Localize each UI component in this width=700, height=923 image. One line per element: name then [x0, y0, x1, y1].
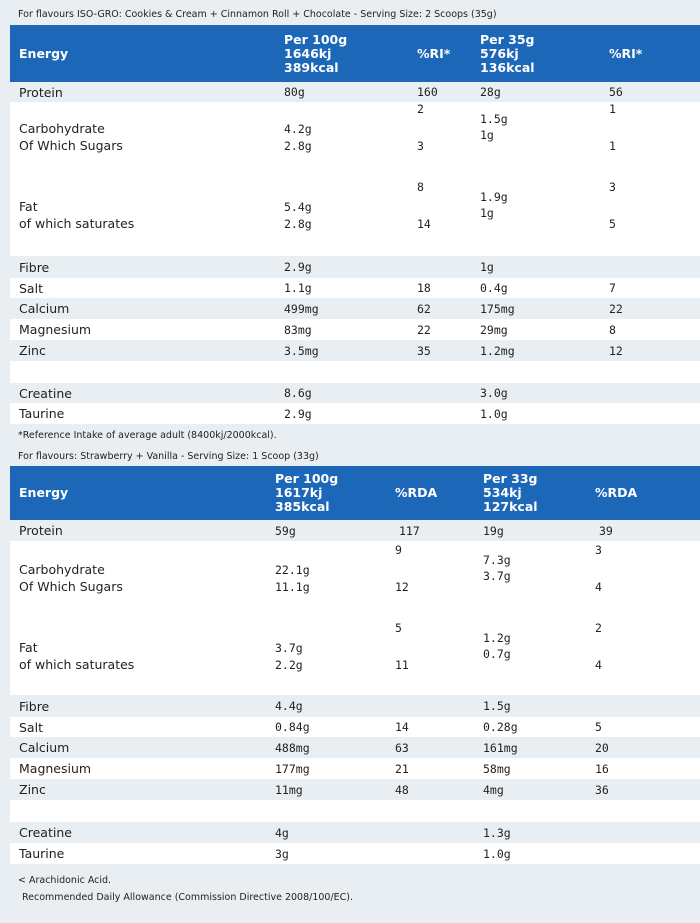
table2-footnote-rda: Recommended Daily Allowance (Commission …: [22, 892, 354, 903]
spacer-row: [10, 361, 700, 383]
table1-footnote: *Reference Intake of average adult (8400…: [18, 430, 277, 441]
table1-caption: For flavours ISO-GRO: Cookies & Cream + …: [18, 9, 497, 20]
header-rda-serving: %RDA: [586, 466, 700, 520]
table2-footnote-arachidonic: < Arachidonic Acid.: [18, 875, 112, 886]
spacer-row: [10, 800, 700, 822]
table-row: Zinc 3.5mg 35 1.2mg 12: [10, 340, 700, 361]
table-header-row: Energy Per 100g 1617kj 385kcal %RDA Per …: [10, 466, 700, 520]
table-row: Taurine 3g 1.0g: [10, 843, 700, 864]
header-per-100g: Per 100g 1646kj 389kcal: [275, 25, 408, 82]
table-row: Salt 1.1g 18 0.4g 7: [10, 278, 700, 298]
table-row: Protein 80g 160 28g 56: [10, 82, 700, 102]
table-row: Creatine 8.6g 3.0g: [10, 383, 700, 403]
header-energy: Energy: [10, 466, 266, 520]
table-row: Creatine 4g 1.3g: [10, 822, 700, 843]
table-row: Magnesium 83mg 22 29mg 8: [10, 319, 700, 340]
table-header-row: Energy Per 100g 1646kj 389kcal %RI* Per …: [10, 25, 700, 82]
header-per-serving: Per 35g 576kj 136kcal: [471, 25, 600, 82]
header-energy: Energy: [10, 25, 275, 82]
table-row: Fibre 2.9g 1g: [10, 256, 700, 278]
header-rda-100g: %RDA: [386, 466, 474, 520]
table-row: Taurine 2.9g 1.0g: [10, 403, 700, 424]
header-ri-serving: %RI*: [600, 25, 700, 82]
nutrition-table-1: Energy Per 100g 1646kj 389kcal %RI* Per …: [10, 25, 700, 424]
header-per-serving: Per 33g 534kj 127kcal: [474, 466, 586, 520]
table-row: Calcium 499mg 62 175mg 22: [10, 298, 700, 319]
nutrition-table-2: Energy Per 100g 1617kj 385kcal %RDA Per …: [10, 466, 700, 864]
table-row: Protein 59g 117 19g 39: [10, 520, 700, 541]
table-row: Magnesium 177mg 21 58mg 16: [10, 758, 700, 779]
table-row-fat: Fat of which saturates 3.7g 2.2g 5 11 1.…: [10, 618, 700, 695]
table-row-fat: Fat of which saturates 5.4g 2.8g 8 14 1.…: [10, 179, 700, 256]
table-row-carbohydrate: Carbohydrate Of Which Sugars 4.2g 2.8g 2…: [10, 102, 700, 179]
table-row: Calcium 488mg 63 161mg 20: [10, 737, 700, 758]
table-row: Fibre 4.4g 1.5g: [10, 695, 700, 717]
header-ri-100g: %RI*: [408, 25, 471, 82]
table-row-carbohydrate: Carbohydrate Of Which Sugars 22.1g 11.1g…: [10, 541, 700, 618]
header-per-100g: Per 100g 1617kj 385kcal: [266, 466, 386, 520]
table-row: Zinc 11mg 48 4mg 36: [10, 779, 700, 800]
table2-caption: For flavours: Strawberry + Vanilla - Ser…: [18, 451, 319, 462]
table-row: Salt 0.84g 14 0.28g 5: [10, 717, 700, 737]
